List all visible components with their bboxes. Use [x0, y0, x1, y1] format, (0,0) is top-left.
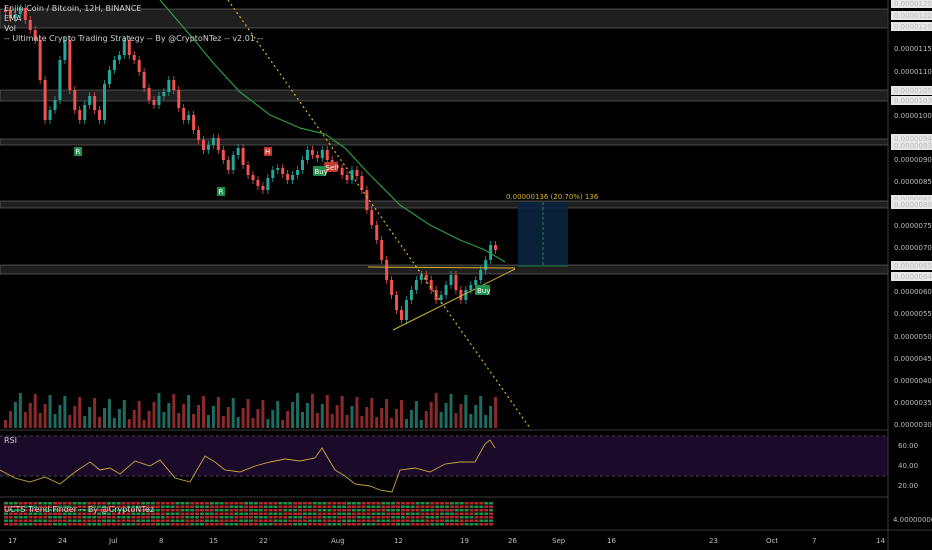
price-label: 0.00001053 — [894, 87, 932, 95]
time-label: 23 — [709, 537, 718, 545]
rsi-tick: 40.00 — [898, 462, 918, 470]
measure-text: 0.00000136 (20.70%) 136 — [506, 193, 599, 201]
price-label: 0.00001034 — [894, 97, 932, 105]
trend-tick: 4.00000000 — [893, 516, 932, 524]
price-label: 0.00000658 — [894, 262, 932, 270]
svg-text:R: R — [219, 188, 224, 196]
svg-text:Buy: Buy — [315, 168, 328, 176]
time-label: Oct — [766, 537, 778, 545]
buy-signal-2: Buy — [475, 285, 490, 295]
svg-text:R: R — [76, 148, 81, 156]
volume-bars — [4, 393, 498, 428]
trend-label[interactable]: UCTS Trend Finder -- By @CryptoNTez — [4, 505, 154, 514]
symbol-title[interactable]: Enjin Coin / Bitcoin, 12H, BINANCE — [4, 4, 142, 13]
time-label: 17 — [8, 537, 17, 545]
time-label: 8 — [159, 537, 163, 545]
h-tag: H — [264, 147, 272, 156]
candlesticks — [4, 4, 498, 324]
rsi-tick: 60.00 — [898, 442, 918, 450]
price-label: 0.00001202 — [894, 23, 932, 31]
strategy-legend[interactable]: -- Ultimate Crypto Trading Strategy -- B… — [4, 34, 264, 43]
sr-zones — [0, 8, 889, 275]
time-label: 19 — [460, 537, 469, 545]
time-label: 12 — [394, 537, 403, 545]
rsi-tick: 20.00 — [898, 482, 918, 490]
price-label: 0.00000641 — [894, 273, 932, 281]
time-label: 14 — [876, 537, 885, 545]
ema-line — [159, 0, 506, 263]
time-axis[interactable]: 17 24 Jul 8 15 22 Aug 12 19 26 Sep 16 23 Oct 7 14 — [8, 537, 885, 545]
r-tag-1: R — [74, 147, 82, 156]
svg-text:H: H — [265, 148, 270, 156]
descending-trendline — [227, 0, 531, 429]
time-label: 16 — [607, 537, 616, 545]
triangle-bottom — [392, 268, 516, 331]
time-label: 22 — [259, 537, 268, 545]
rsi-axis: 60.00 40.00 20.00 — [898, 442, 918, 490]
time-label: 15 — [209, 537, 218, 545]
price-label: 0.00001223 — [894, 12, 932, 20]
time-label: 7 — [812, 537, 816, 545]
r-tag-2: R — [217, 187, 225, 196]
ema-legend[interactable]: EMA — [4, 14, 22, 23]
time-label: 24 — [58, 537, 67, 545]
svg-text:Buy: Buy — [477, 287, 490, 295]
vol-legend[interactable]: Vol — [4, 24, 16, 33]
trend-finder-bars — [4, 502, 494, 526]
time-label: Jul — [108, 537, 118, 545]
time-label: Aug — [331, 537, 345, 545]
triangle-top — [367, 266, 516, 269]
buy-signal: Buy — [313, 166, 328, 176]
rsi-label[interactable]: RSI — [4, 436, 17, 445]
time-label: Sep — [552, 537, 566, 545]
trend-axis: 4.00000000 — [893, 516, 932, 524]
svg-text:Sell: Sell — [326, 164, 339, 172]
rsi-line — [0, 439, 496, 493]
rsi-band — [0, 436, 888, 476]
sell-signal: Sell — [324, 162, 338, 172]
price-label: 0.00000945 — [894, 135, 932, 143]
time-label: 26 — [508, 537, 517, 545]
chart-legend: Enjin Coin / Bitcoin, 12H, BINANCE EMA V… — [4, 4, 263, 44]
price-label: 0.00000933 — [894, 142, 932, 150]
price-label: 0.00000300 — [894, 421, 932, 429]
